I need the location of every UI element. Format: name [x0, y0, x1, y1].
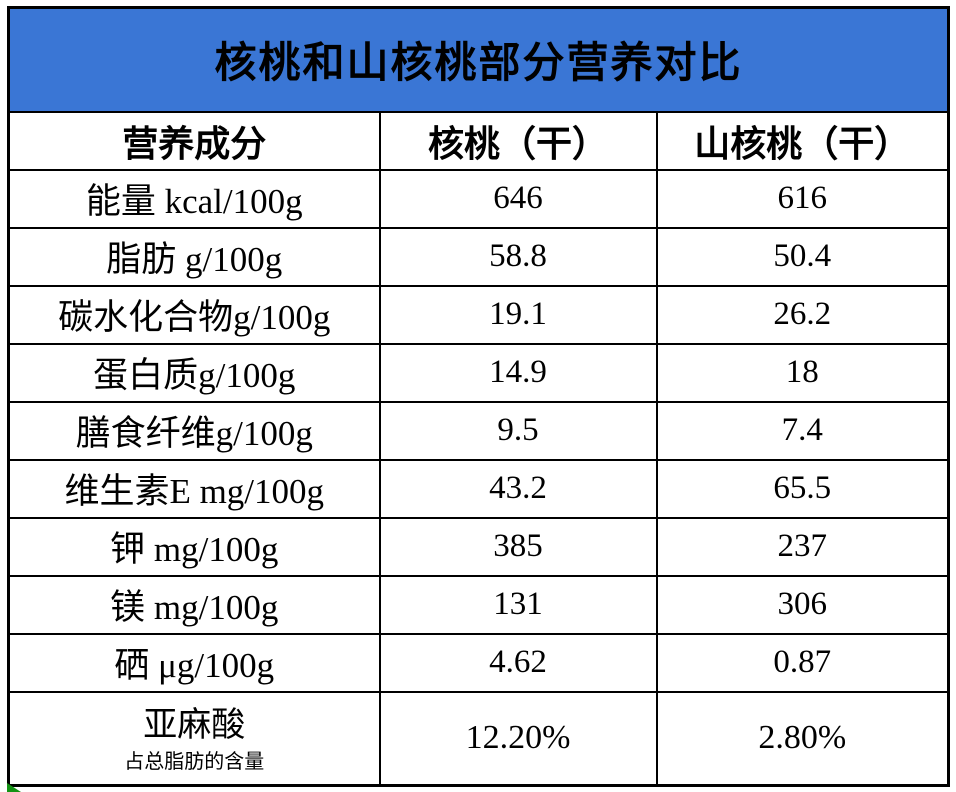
table-row: 脂肪 g/100g 58.8 50.4: [7, 226, 950, 287]
table-row: 膳食纤维g/100g 9.5 7.4: [7, 400, 950, 461]
walnut-value: 131: [378, 574, 658, 635]
table-header-row: 营养成分 核桃（干） 山核桃（干）: [7, 110, 950, 171]
walnut-value: 4.62: [378, 632, 658, 693]
pecan-value: 7.4: [655, 400, 950, 461]
pecan-value: 0.87: [655, 632, 950, 693]
column-header-pecan: 山核桃（干）: [655, 110, 950, 171]
nutrient-label: 能量 kcal/100g: [7, 168, 381, 229]
walnut-value: 14.9: [378, 342, 658, 403]
walnut-value: 9.5: [378, 400, 658, 461]
pecan-value: 237: [655, 516, 950, 577]
walnut-value: 646: [378, 168, 658, 229]
nutrient-label: 维生素E mg/100g: [7, 458, 381, 519]
table-title-banner: 核桃和山核桃部分营养对比: [7, 6, 950, 113]
table-row: 能量 kcal/100g 646 616: [7, 168, 950, 229]
pecan-value: 50.4: [655, 226, 950, 287]
pecan-value: 616: [655, 168, 950, 229]
column-header-walnut: 核桃（干）: [378, 110, 658, 171]
pecan-value: 2.80%: [655, 690, 950, 787]
table-row: 亚麻酸 占总脂肪的含量 12.20% 2.80%: [7, 690, 950, 787]
pecan-value: 306: [655, 574, 950, 635]
walnut-value: 43.2: [378, 458, 658, 519]
walnut-value: 385: [378, 516, 658, 577]
nutrient-label: 脂肪 g/100g: [7, 226, 381, 287]
table-row: 碳水化合物g/100g 19.1 26.2: [7, 284, 950, 345]
nutrient-label: 镁 mg/100g: [7, 574, 381, 635]
walnut-value: 12.20%: [378, 690, 658, 787]
table-row: 维生素E mg/100g 43.2 65.5: [7, 458, 950, 519]
pecan-value: 65.5: [655, 458, 950, 519]
nutrition-table: 核桃和山核桃部分营养对比 营养成分 核桃（干） 山核桃（干） 能量 kcal/1…: [7, 6, 951, 787]
table-title: 核桃和山核桃部分营养对比: [7, 6, 950, 113]
nutrient-label: 膳食纤维g/100g: [7, 400, 381, 461]
column-header-nutrient: 营养成分: [7, 110, 381, 171]
table-row: 硒 μg/100g 4.62 0.87: [7, 632, 950, 693]
table-row: 钾 mg/100g 385 237: [7, 516, 950, 577]
pecan-value: 18: [655, 342, 950, 403]
nutrient-label: 碳水化合物g/100g: [7, 284, 381, 345]
pecan-value: 26.2: [655, 284, 950, 345]
nutrient-label: 蛋白质g/100g: [7, 342, 381, 403]
nutrient-label: 硒 μg/100g: [7, 632, 381, 693]
nutrient-label: 钾 mg/100g: [7, 516, 381, 577]
walnut-value: 19.1: [378, 284, 658, 345]
walnut-value: 58.8: [378, 226, 658, 287]
table-row: 镁 mg/100g 131 306: [7, 574, 950, 635]
nutrient-label-linolenic: 亚麻酸 占总脂肪的含量: [7, 690, 381, 787]
table-row: 蛋白质g/100g 14.9 18: [7, 342, 950, 403]
green-corner-mark: [7, 783, 21, 792]
linolenic-sublabel: 占总脂肪的含量: [124, 750, 265, 773]
linolenic-acid-label: 亚麻酸: [143, 706, 246, 744]
